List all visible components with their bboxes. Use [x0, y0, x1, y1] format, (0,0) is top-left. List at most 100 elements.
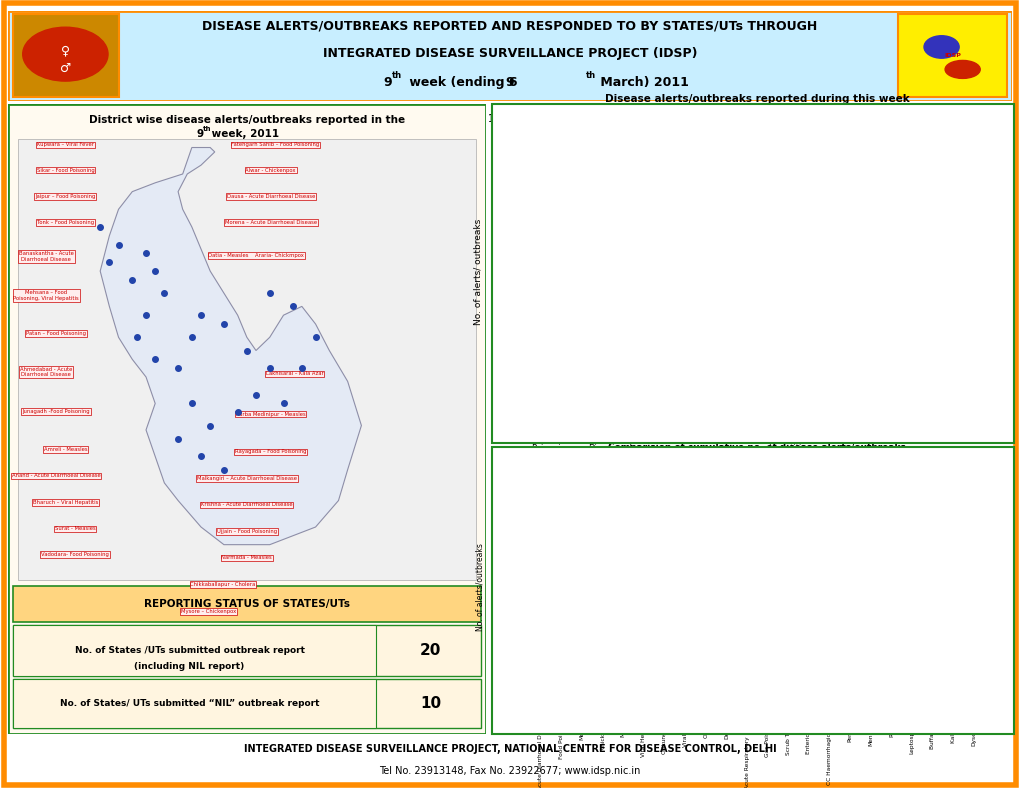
Bar: [931, 705, 935, 709]
Bar: [544, 478, 548, 709]
Text: Vadodara- Food Poisoning: Vadodara- Food Poisoning: [41, 552, 109, 557]
Bar: [573, 673, 578, 709]
Bar: [540, 624, 544, 709]
Text: Narmada - Measles: Narmada - Measles: [221, 556, 272, 560]
Bar: [730, 701, 734, 709]
Text: week (ending 6: week (ending 6: [405, 76, 517, 89]
Text: Mysore – Chickenpox: Mysore – Chickenpox: [180, 609, 236, 614]
Text: ♀: ♀: [61, 44, 70, 57]
Text: INTEGRATED DISEASE SURVEILLANCE PROJECT (IDSP): INTEGRATED DISEASE SURVEILLANCE PROJECT …: [322, 46, 697, 60]
Text: 1: 1: [900, 387, 907, 397]
Text: Dausa - Acute Diarrhoeal Disease: Dausa - Acute Diarrhoeal Disease: [226, 194, 315, 199]
Y-axis label: No. of alerts/outbreaks: No. of alerts/outbreaks: [476, 543, 484, 631]
Text: 9: 9: [505, 76, 514, 89]
Bar: [685, 701, 689, 709]
Bar: [552, 689, 556, 709]
Text: Alwar - Chickenpox: Alwar - Chickenpox: [246, 168, 296, 173]
Text: ♂: ♂: [60, 62, 71, 75]
Bar: [825, 400, 864, 426]
Text: INTEGRATED DISEASE SURVEILLANCE PROJECT, NATIONAL CENTRE FOR DISEASE CONTROL, DE: INTEGRATED DISEASE SURVEILLANCE PROJECT,…: [244, 744, 775, 754]
Text: Patan – Food Poisoning: Patan – Food Poisoning: [25, 331, 86, 336]
FancyBboxPatch shape: [8, 11, 1011, 101]
Bar: [586, 542, 590, 709]
Text: DISEASE ALERTS/OUTBREAKS REPORTED AND RESPONDED TO BY STATES/UTs THROUGH: DISEASE ALERTS/OUTBREAKS REPORTED AND RE…: [202, 20, 817, 33]
Bar: [907, 705, 911, 709]
Bar: [602, 656, 606, 709]
Text: Surat - Measles: Surat - Measles: [55, 526, 95, 531]
FancyBboxPatch shape: [13, 585, 480, 623]
Text: No. of States /UTs submitted outbreak report: No. of States /UTs submitted outbreak re…: [74, 646, 305, 655]
Legend: 2008, 2009, 2010, 2011: 2008, 2009, 2010, 2011: [957, 469, 1000, 519]
Text: Chikkaballapur - Cholera: Chikkaballapur - Cholera: [191, 582, 256, 587]
Text: week, 2011: week, 2011: [208, 128, 278, 139]
Text: th: th: [586, 71, 596, 80]
Text: 1: 1: [959, 387, 966, 397]
Bar: [659, 697, 663, 709]
Title: Comparision of cumulative no. of disease alerts/outbreaks
reported till the 9th : Comparision of cumulative no. of disease…: [607, 444, 906, 463]
Text: March) 2011: March) 2011: [596, 76, 689, 89]
Bar: [705, 693, 709, 709]
Text: Ujjain – Food Poisoning: Ujjain – Food Poisoning: [217, 529, 276, 534]
Bar: [556, 652, 560, 709]
Text: 7: 7: [606, 233, 613, 243]
Text: 1: 1: [841, 387, 849, 397]
Text: 10: 10: [420, 696, 441, 711]
Bar: [697, 697, 701, 709]
Ellipse shape: [923, 35, 958, 58]
Bar: [717, 705, 721, 709]
Bar: [635, 689, 639, 709]
Bar: [668, 701, 673, 709]
Bar: [866, 705, 870, 709]
Ellipse shape: [907, 29, 997, 79]
Bar: [681, 705, 685, 709]
Text: Kupwara – Viral Fever: Kupwara – Viral Fever: [37, 143, 94, 147]
Text: 9: 9: [197, 128, 204, 139]
Text: Banaskantha - Acute
Diarrhoeal Disease: Banaskantha - Acute Diarrhoeal Disease: [19, 251, 73, 262]
FancyBboxPatch shape: [8, 104, 485, 734]
X-axis label: Disease/Illness: Disease/Illness: [715, 469, 798, 478]
Text: 11: 11: [544, 131, 558, 141]
Bar: [623, 693, 627, 709]
Bar: [536, 591, 540, 709]
Text: Morena – Acute Diarrhoeal Disease: Morena – Acute Diarrhoeal Disease: [224, 220, 317, 225]
Text: Fatehgarh Sahib – Food Poisoning: Fatehgarh Sahib – Food Poisoning: [231, 143, 319, 147]
Bar: [643, 673, 647, 709]
Bar: [649, 298, 688, 426]
Bar: [943, 400, 981, 426]
Text: Lakhisarai – Kala Azar: Lakhisarai – Kala Azar: [265, 371, 323, 377]
Bar: [721, 701, 726, 709]
Bar: [884, 400, 922, 426]
Text: (including NIL report): (including NIL report): [135, 662, 245, 671]
FancyBboxPatch shape: [17, 139, 476, 580]
Text: th: th: [391, 71, 401, 80]
Bar: [639, 673, 643, 709]
Bar: [532, 143, 571, 426]
Ellipse shape: [22, 28, 108, 81]
Bar: [957, 705, 961, 709]
Text: 2: 2: [783, 361, 790, 371]
Ellipse shape: [945, 61, 979, 79]
Bar: [560, 559, 565, 709]
Text: Purba Medinipur - Measles: Purba Medinipur - Measles: [235, 411, 306, 417]
Bar: [767, 374, 805, 426]
Bar: [578, 636, 582, 709]
Bar: [689, 689, 693, 709]
FancyBboxPatch shape: [13, 625, 480, 676]
Text: Bharuch – Viral Hepatitis: Bharuch – Viral Hepatitis: [33, 500, 98, 505]
FancyBboxPatch shape: [13, 625, 375, 676]
Bar: [742, 701, 746, 709]
Text: Junagadh -Food Poisoning: Junagadh -Food Poisoning: [22, 409, 90, 414]
Y-axis label: No. of alerts/ outbreaks: No. of alerts/ outbreaks: [473, 219, 482, 325]
Bar: [750, 705, 754, 709]
Text: Anand - Acute Diarrhoeal Disease: Anand - Acute Diarrhoeal Disease: [11, 474, 100, 478]
Text: th: th: [203, 126, 211, 132]
Bar: [708, 348, 746, 426]
Text: Rayagada – Food Poisoning: Rayagada – Food Poisoning: [234, 449, 306, 455]
Text: Tel No. 23913148, Fax No. 23922677; www.idsp.nic.in: Tel No. 23913148, Fax No. 23922677; www.…: [379, 766, 640, 775]
FancyBboxPatch shape: [13, 13, 118, 97]
Bar: [565, 664, 569, 709]
Bar: [701, 701, 705, 709]
Bar: [663, 701, 668, 709]
Polygon shape: [100, 147, 361, 545]
Bar: [788, 705, 792, 709]
